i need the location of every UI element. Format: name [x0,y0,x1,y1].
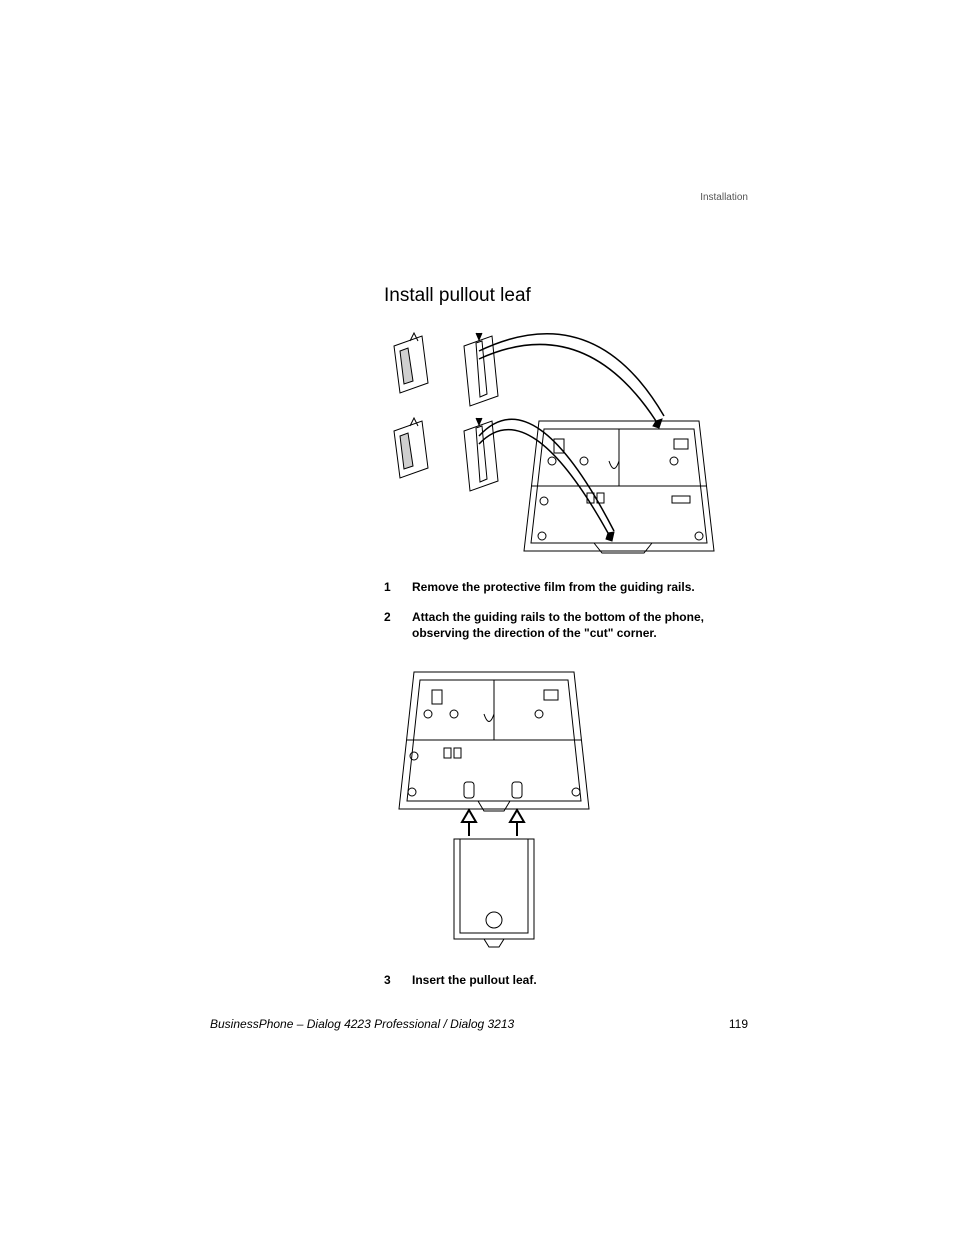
steps-group-a: 1 Remove the protective film from the gu… [384,579,744,642]
steps-group-b: 3 Insert the pullout leaf. [384,972,744,988]
footer-product: BusinessPhone – Dialog 4223 Professional… [210,1017,514,1031]
content-column: Install pullout leaf [384,285,744,1010]
section-title: Install pullout leaf [384,285,744,307]
page-footer: BusinessPhone – Dialog 4223 Professional… [210,1017,748,1031]
figure-install-rails [384,321,744,561]
step-text: Remove the protective film from the guid… [412,579,744,595]
section-header-label: Installation [700,192,748,203]
figure-insert-leaf [384,664,744,954]
figure-rails-svg [384,321,724,561]
figure-leaf-svg [384,664,604,954]
page: Installation Install pullout leaf [0,0,954,1235]
step-number: 3 [384,972,396,988]
step-text: Attach the guiding rails to the bottom o… [412,609,744,641]
footer-page-number: 119 [729,1017,748,1031]
step-row: 2 Attach the guiding rails to the bottom… [384,609,744,641]
step-number: 2 [384,609,396,641]
step-row: 3 Insert the pullout leaf. [384,972,744,988]
step-text: Insert the pullout leaf. [412,972,744,988]
step-row: 1 Remove the protective film from the gu… [384,579,744,595]
step-number: 1 [384,579,396,595]
